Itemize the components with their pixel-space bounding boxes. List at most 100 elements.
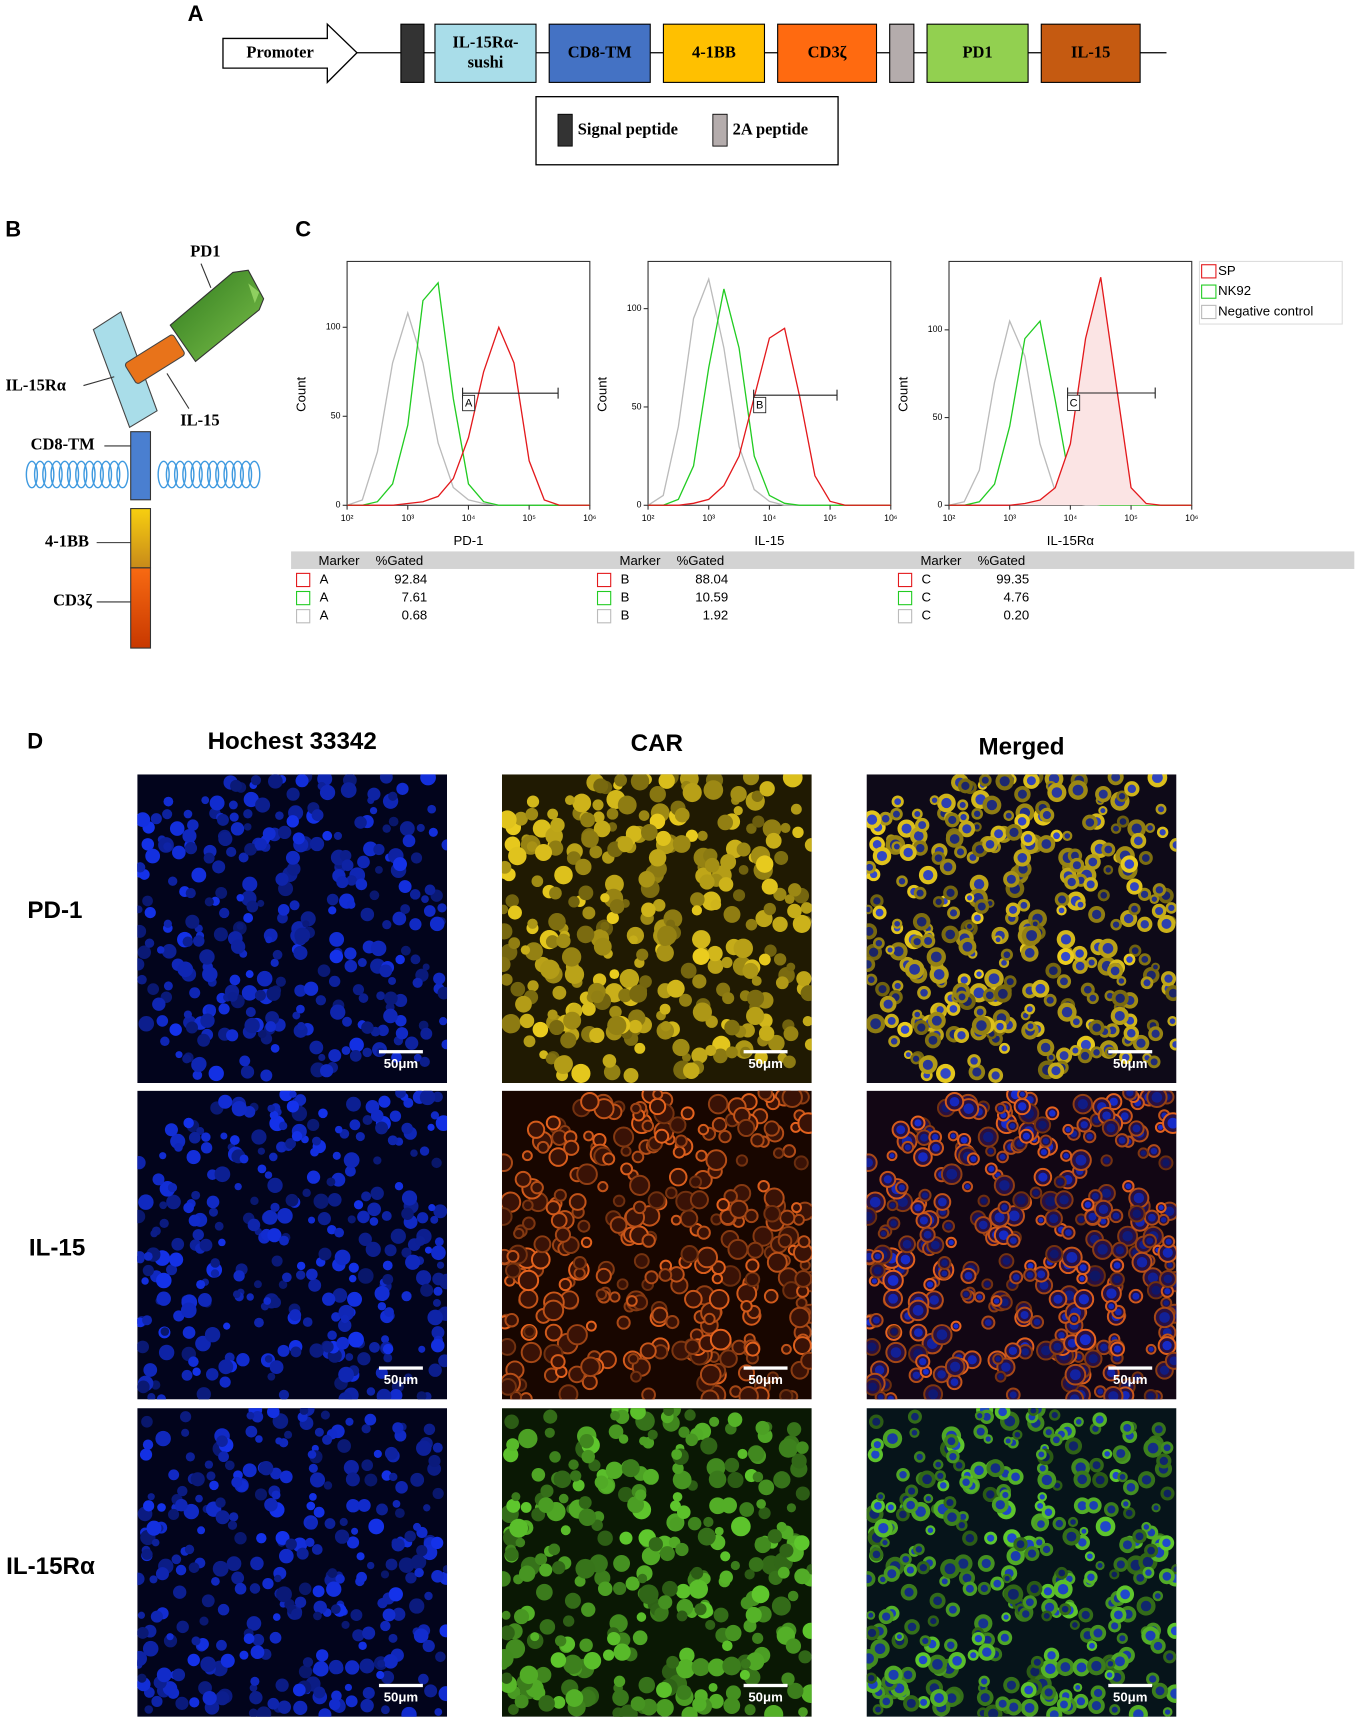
cell-nucleus — [911, 1413, 919, 1421]
cell — [337, 1439, 351, 1453]
cell — [787, 1422, 801, 1436]
cell — [175, 1051, 182, 1058]
cell-nucleus — [1069, 1441, 1078, 1450]
cell — [427, 1124, 434, 1131]
table-marker: B — [621, 608, 630, 623]
cell — [321, 1411, 330, 1420]
micrograph — [860, 767, 1183, 1083]
cell-nucleus — [1077, 1475, 1087, 1485]
cell — [768, 1253, 787, 1272]
cell-nucleus — [1170, 1356, 1179, 1365]
cell — [366, 1242, 381, 1257]
cell — [243, 1463, 257, 1477]
cell-nucleus — [970, 1156, 976, 1162]
cell-nucleus — [1065, 1127, 1070, 1132]
cell — [284, 1431, 292, 1439]
cell-nucleus — [977, 1413, 982, 1418]
cell — [413, 1523, 421, 1531]
cell — [551, 1652, 567, 1668]
cell — [132, 1573, 144, 1585]
cell-nucleus — [863, 1575, 872, 1584]
cell-nucleus — [1020, 1092, 1025, 1097]
pd1-shape — [170, 270, 263, 361]
cell-nucleus — [1038, 1173, 1047, 1182]
cell — [168, 1469, 179, 1480]
cell — [672, 1039, 689, 1056]
cell-nucleus — [1070, 1369, 1081, 1380]
cell-nucleus — [1077, 1663, 1087, 1673]
cell-nucleus — [1159, 1312, 1170, 1323]
cell — [218, 1451, 229, 1462]
cell — [432, 1273, 445, 1286]
cell — [368, 1519, 384, 1535]
cell — [794, 1215, 804, 1225]
cell — [184, 810, 193, 819]
cell — [424, 1592, 432, 1600]
cell — [433, 1443, 443, 1453]
cell-nucleus — [865, 927, 874, 936]
cell-nucleus — [904, 1588, 913, 1597]
cell-nucleus — [974, 811, 980, 817]
cell-nucleus — [919, 1656, 928, 1665]
cell — [737, 1449, 747, 1459]
cell-nucleus — [1093, 1049, 1100, 1056]
cell — [720, 1571, 733, 1584]
cell — [166, 1195, 181, 1210]
cell — [652, 1308, 667, 1323]
x-axis-label: IL-15Rα — [1047, 533, 1095, 548]
cell-nucleus — [972, 1067, 981, 1076]
scale-bar-label: 50μm — [384, 1056, 418, 1071]
cell — [354, 816, 366, 828]
cell — [423, 1504, 430, 1511]
cell-nucleus — [1152, 896, 1157, 901]
cell-nucleus — [967, 924, 972, 929]
cell — [704, 780, 724, 800]
cell — [656, 1682, 672, 1698]
cell — [692, 974, 706, 988]
x-tick-label: 10⁴ — [1064, 513, 1078, 523]
cell — [650, 786, 666, 802]
cell-nucleus — [981, 1693, 990, 1702]
cell — [691, 1191, 708, 1208]
cell-nucleus — [1116, 1449, 1125, 1458]
cell-nucleus — [947, 1642, 954, 1649]
cell — [250, 1677, 259, 1686]
cell-nucleus — [1144, 1524, 1150, 1530]
cell — [613, 1582, 626, 1595]
cell — [132, 1651, 147, 1666]
cell — [518, 1429, 537, 1448]
cell — [373, 844, 384, 855]
cell-nucleus — [926, 1496, 931, 1501]
cell — [801, 1684, 820, 1703]
cell — [805, 1038, 817, 1050]
cell-nucleus — [1126, 956, 1132, 962]
cell — [399, 880, 412, 893]
cell — [424, 1424, 435, 1435]
cell — [752, 1585, 770, 1603]
cell — [183, 1326, 196, 1339]
cell-nucleus — [1034, 1659, 1041, 1666]
cell-nucleus — [1080, 1264, 1087, 1271]
cell-nucleus — [873, 897, 880, 904]
cell-nucleus — [1010, 1391, 1017, 1398]
cell — [214, 927, 228, 941]
cell — [157, 1503, 166, 1512]
cell — [801, 902, 813, 914]
cell — [299, 1665, 312, 1678]
cell-nucleus — [906, 1501, 915, 1510]
cell-nucleus — [981, 1678, 987, 1684]
cell-nucleus — [1008, 1589, 1019, 1600]
cell-nucleus — [877, 851, 887, 861]
cell-nucleus — [1089, 1643, 1095, 1649]
cell — [204, 853, 215, 864]
cell — [401, 946, 411, 956]
cell-nucleus — [1037, 1520, 1045, 1528]
y-tick-label: 50 — [632, 401, 642, 411]
cell-nucleus — [963, 1103, 974, 1114]
cell-nucleus — [931, 1241, 940, 1250]
cell — [498, 861, 511, 874]
cell — [350, 1050, 362, 1062]
cell — [720, 1551, 730, 1561]
cell-nucleus — [940, 1482, 947, 1489]
cell-nucleus — [914, 1328, 923, 1337]
